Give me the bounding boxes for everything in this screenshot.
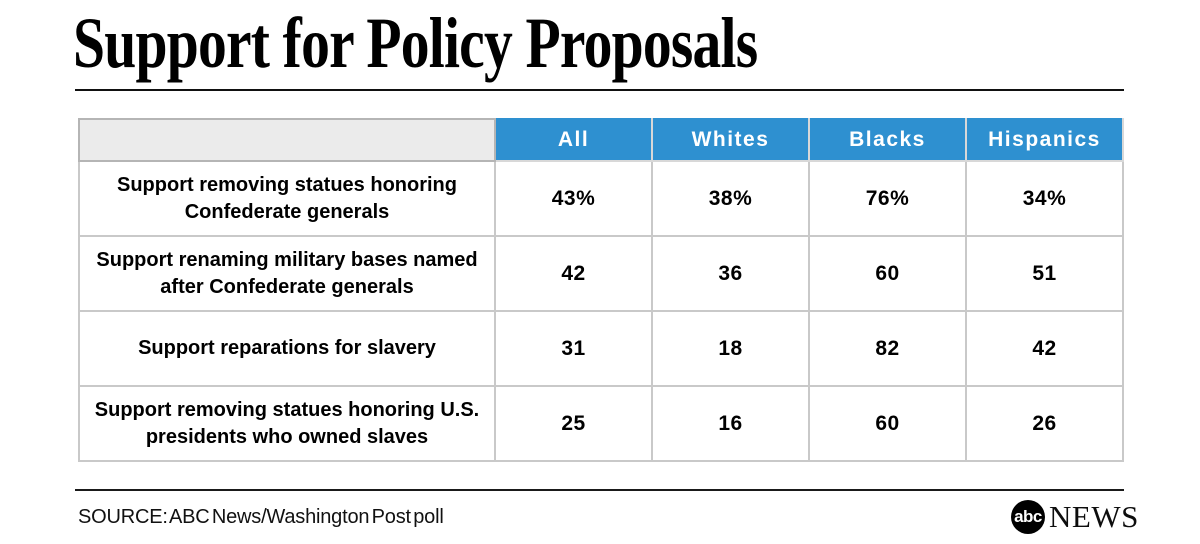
row-label-line: Confederate generals <box>184 200 390 223</box>
header-row: All Whites Blacks Hispanics <box>78 118 1124 162</box>
source-attribution: SOURCE: ABC News/Washington Post poll <box>78 506 444 528</box>
value-cell: 82 <box>808 310 967 387</box>
row-label: Support removing statues honoring Confed… <box>78 160 496 237</box>
value-cell: 60 <box>808 235 967 312</box>
value-cell: 60 <box>808 385 967 462</box>
table-row: Support removing statues honoring U.S. p… <box>78 385 1124 462</box>
value-cell: 18 <box>651 310 810 387</box>
table-row: Support removing statues honoring Confed… <box>78 160 1124 237</box>
row-label: Support renaming military bases named af… <box>78 235 496 312</box>
row-label: Support reparations for slavery <box>78 310 496 387</box>
header-cell-hispanics: Hispanics <box>965 118 1124 162</box>
value-cell: 34% <box>965 160 1124 237</box>
header-cell-all: All <box>494 118 653 162</box>
table-row: Support renaming military bases named af… <box>78 235 1124 312</box>
abc-circle-icon: abc <box>1011 499 1045 534</box>
corner-cell <box>78 118 496 162</box>
value-cell: 16 <box>651 385 810 462</box>
table-row: Support reparations for slavery 31 18 82… <box>78 310 1124 387</box>
value-cell: 26 <box>965 385 1124 462</box>
page-title: Support for Policy Proposals <box>73 3 758 83</box>
header-cell-blacks: Blacks <box>808 118 967 162</box>
value-cell: 43% <box>494 160 653 237</box>
header-cell-whites: Whites <box>651 118 810 162</box>
value-cell: 42 <box>494 235 653 312</box>
row-label-line: Support reparations for slavery <box>138 337 436 359</box>
row-label-line: Support renaming military bases named <box>96 248 478 271</box>
abc-news-logo: abc NEWS <box>1011 499 1139 534</box>
row-label-line: Support removing statues honoring <box>116 173 457 196</box>
value-cell: 36 <box>651 235 810 312</box>
value-cell: 38% <box>651 160 810 237</box>
value-cell: 42 <box>965 310 1124 387</box>
value-cell: 31 <box>494 310 653 387</box>
row-label-line: presidents who owned slaves <box>145 425 429 448</box>
title-divider <box>75 89 1124 91</box>
value-cell: 51 <box>965 235 1124 312</box>
row-label: Support removing statues honoring U.S. p… <box>78 385 496 462</box>
poll-table: All Whites Blacks Hispanics Support remo… <box>78 118 1124 462</box>
row-label-line: Support removing statues honoring U.S. <box>94 398 480 421</box>
value-cell: 76% <box>808 160 967 237</box>
abc-news-wordmark: NEWS <box>1049 498 1139 534</box>
row-label-line: after Confederate generals <box>160 275 414 298</box>
footer-divider <box>75 489 1124 491</box>
value-cell: 25 <box>494 385 653 462</box>
